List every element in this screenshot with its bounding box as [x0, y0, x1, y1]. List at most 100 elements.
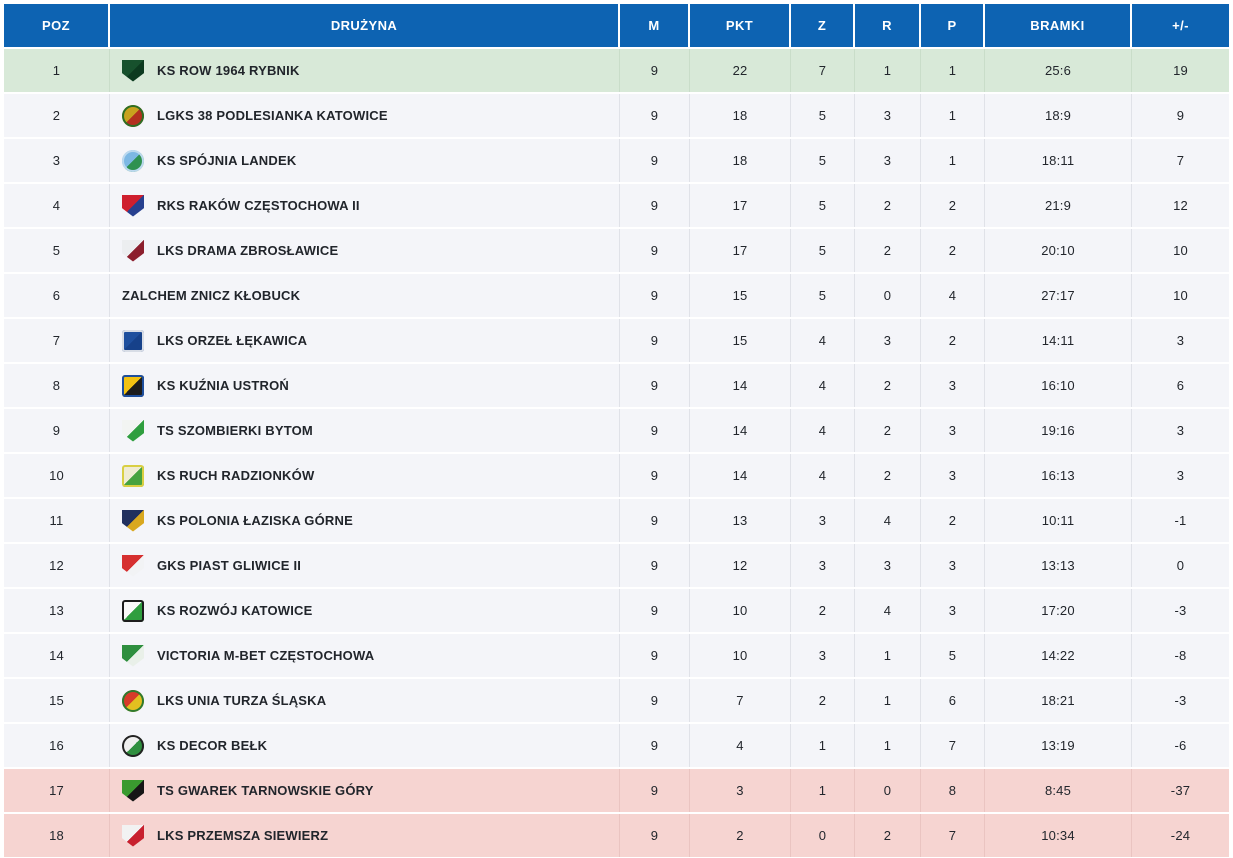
goals-value: 27:17 — [1041, 288, 1075, 303]
team-cell[interactable]: KS ROZWÓJ KATOWICE — [110, 589, 620, 632]
team-cell[interactable]: KS DECOR BEŁK — [110, 724, 620, 767]
losses-cell: 7 — [921, 814, 985, 857]
team-name: KS KUŹNIA USTROŃ — [157, 378, 289, 393]
matches-cell: 9 — [620, 94, 690, 137]
column-header-pkt: PKT — [690, 4, 791, 47]
draws-value: 1 — [883, 648, 892, 663]
table-row[interactable]: 7 LKS ORZEŁ ŁĘKAWICA 9 15 4 3 2 14:11 3 — [4, 319, 1229, 362]
matches-value: 9 — [650, 648, 659, 663]
table-row[interactable]: 8 KS KUŹNIA USTROŃ 9 14 4 2 3 16:10 6 — [4, 364, 1229, 407]
wins-value: 3 — [818, 513, 827, 528]
matches-cell: 9 — [620, 814, 690, 857]
losses-cell: 3 — [921, 409, 985, 452]
team-cell[interactable]: LGKS 38 PODLESIANKA KATOWICE — [110, 94, 620, 137]
team-cell[interactable]: KS RUCH RADZIONKÓW — [110, 454, 620, 497]
matches-cell: 9 — [620, 679, 690, 722]
table-row[interactable]: 15 LKS UNIA TURZA ŚLĄSKA 9 7 2 1 6 18:21… — [4, 679, 1229, 722]
team-cell[interactable]: TS SZOMBIERKI BYTOM — [110, 409, 620, 452]
goal-diff-cell: -37 — [1132, 769, 1229, 812]
table-row[interactable]: 4 RKS RAKÓW CZĘSTOCHOWA II 9 17 5 2 2 21… — [4, 184, 1229, 227]
goal-diff-value: 9 — [1176, 108, 1185, 123]
team-cell[interactable]: TS GWAREK TARNOWSKIE GÓRY — [110, 769, 620, 812]
table-row[interactable]: 1 KS ROW 1964 RYBNIK 9 22 7 1 1 25:6 19 — [4, 49, 1229, 92]
table-row[interactable]: 3 KS SPÓJNIA LANDEK 9 18 5 3 1 18:11 7 — [4, 139, 1229, 182]
table-row[interactable]: 10 KS RUCH RADZIONKÓW 9 14 4 2 3 16:13 3 — [4, 454, 1229, 497]
goals-cell: 10:34 — [985, 814, 1132, 857]
losses-cell: 2 — [921, 184, 985, 227]
position-value: 2 — [52, 108, 61, 123]
position-value: 5 — [52, 243, 61, 258]
position-value: 10 — [49, 468, 64, 483]
team-crest-icon — [122, 779, 144, 802]
table-row[interactable]: 11 KS POLONIA ŁAZISKA GÓRNE 9 13 3 4 2 1… — [4, 499, 1229, 542]
team-cell[interactable]: VICTORIA M-BET CZĘSTOCHOWA — [110, 634, 620, 677]
goals-cell: 16:10 — [985, 364, 1132, 407]
points-value: 15 — [732, 288, 748, 303]
wins-cell: 4 — [791, 409, 855, 452]
goal-diff-cell: 3 — [1132, 454, 1229, 497]
team-cell[interactable]: KS SPÓJNIA LANDEK — [110, 139, 620, 182]
team-name: KS SPÓJNIA LANDEK — [157, 153, 297, 168]
wins-value: 5 — [818, 108, 827, 123]
losses-cell: 5 — [921, 634, 985, 677]
losses-cell: 3 — [921, 364, 985, 407]
team-cell[interactable]: LKS DRAMA ZBROSŁAWICE — [110, 229, 620, 272]
team-name: LKS DRAMA ZBROSŁAWICE — [157, 243, 339, 258]
table-row[interactable]: 18 LKS PRZEMSZA SIEWIERZ 9 2 0 2 7 10:34… — [4, 814, 1229, 857]
team-crest-icon — [122, 734, 144, 757]
goal-diff-value: 10 — [1173, 288, 1188, 303]
team-cell[interactable]: KS KUŹNIA USTROŃ — [110, 364, 620, 407]
position-cell: 10 — [4, 454, 110, 497]
draws-value: 2 — [883, 243, 892, 258]
table-row[interactable]: 13 KS ROZWÓJ KATOWICE 9 10 2 4 3 17:20 -… — [4, 589, 1229, 632]
matches-value: 9 — [650, 243, 659, 258]
matches-value: 9 — [650, 378, 659, 393]
wins-value: 0 — [818, 828, 827, 843]
table-row[interactable]: 12 GKS PIAST GLIWICE II 9 12 3 3 3 13:13… — [4, 544, 1229, 587]
goals-cell: 18:11 — [985, 139, 1132, 182]
losses-cell: 1 — [921, 94, 985, 137]
draws-cell: 2 — [855, 184, 921, 227]
goals-cell: 8:45 — [985, 769, 1132, 812]
team-cell[interactable]: GKS PIAST GLIWICE II — [110, 544, 620, 587]
wins-cell: 5 — [791, 139, 855, 182]
draws-cell: 1 — [855, 49, 921, 92]
position-cell: 18 — [4, 814, 110, 857]
goal-diff-cell: 12 — [1132, 184, 1229, 227]
table-row[interactable]: 2 LGKS 38 PODLESIANKA KATOWICE 9 18 5 3 … — [4, 94, 1229, 137]
wins-value: 1 — [818, 738, 827, 753]
goals-value: 20:10 — [1041, 243, 1075, 258]
team-crest-icon — [122, 464, 144, 487]
team-cell[interactable]: LKS ORZEŁ ŁĘKAWICA — [110, 319, 620, 362]
points-cell: 10 — [690, 634, 791, 677]
wins-value: 1 — [818, 783, 827, 798]
table-row[interactable]: 6 ZALCHEM ZNICZ KŁOBUCK 9 15 5 0 4 27:17… — [4, 274, 1229, 317]
table-header-row: POZ DRUŻYNA M PKT Z R P BRAMKI +/- — [4, 4, 1229, 47]
team-name: TS GWAREK TARNOWSKIE GÓRY — [157, 783, 374, 798]
wins-cell: 0 — [791, 814, 855, 857]
points-cell: 2 — [690, 814, 791, 857]
position-value: 3 — [52, 153, 61, 168]
matches-cell: 9 — [620, 544, 690, 587]
team-cell[interactable]: LKS UNIA TURZA ŚLĄSKA — [110, 679, 620, 722]
matches-cell: 9 — [620, 319, 690, 362]
matches-cell: 9 — [620, 229, 690, 272]
table-row[interactable]: 16 KS DECOR BEŁK 9 4 1 1 7 13:19 -6 — [4, 724, 1229, 767]
losses-cell: 2 — [921, 499, 985, 542]
table-row[interactable]: 14 VICTORIA M-BET CZĘSTOCHOWA 9 10 3 1 5… — [4, 634, 1229, 677]
team-cell[interactable]: LKS PRZEMSZA SIEWIERZ — [110, 814, 620, 857]
position-value: 4 — [52, 198, 61, 213]
points-cell: 15 — [690, 274, 791, 317]
goal-diff-value: -8 — [1174, 648, 1187, 663]
goals-cell: 21:9 — [985, 184, 1132, 227]
team-cell[interactable]: ZALCHEM ZNICZ KŁOBUCK — [110, 274, 620, 317]
goal-diff-value: 6 — [1176, 378, 1185, 393]
table-row[interactable]: 5 LKS DRAMA ZBROSŁAWICE 9 17 5 2 2 20:10… — [4, 229, 1229, 272]
table-row[interactable]: 9 TS SZOMBIERKI BYTOM 9 14 4 2 3 19:16 3 — [4, 409, 1229, 452]
losses-cell: 6 — [921, 679, 985, 722]
team-cell[interactable]: RKS RAKÓW CZĘSTOCHOWA II — [110, 184, 620, 227]
team-cell[interactable]: KS ROW 1964 RYBNIK — [110, 49, 620, 92]
draws-cell: 2 — [855, 229, 921, 272]
team-cell[interactable]: KS POLONIA ŁAZISKA GÓRNE — [110, 499, 620, 542]
table-row[interactable]: 17 TS GWAREK TARNOWSKIE GÓRY 9 3 1 0 8 8… — [4, 769, 1229, 812]
